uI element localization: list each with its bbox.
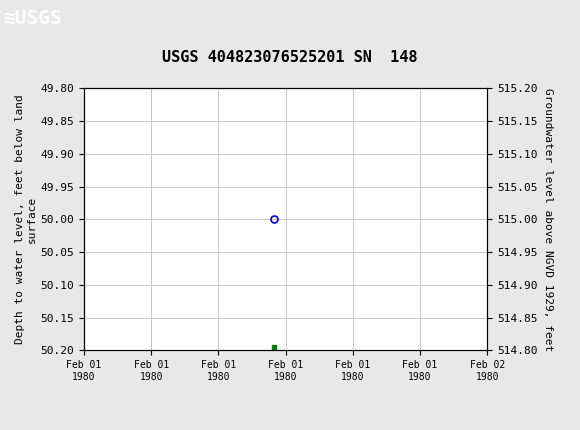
Y-axis label: Depth to water level, feet below land
surface: Depth to water level, feet below land su… (15, 95, 37, 344)
Text: USGS 404823076525201 SN  148: USGS 404823076525201 SN 148 (162, 50, 418, 64)
Y-axis label: Groundwater level above NGVD 1929, feet: Groundwater level above NGVD 1929, feet (543, 88, 553, 351)
Text: ≋USGS: ≋USGS (3, 9, 61, 28)
